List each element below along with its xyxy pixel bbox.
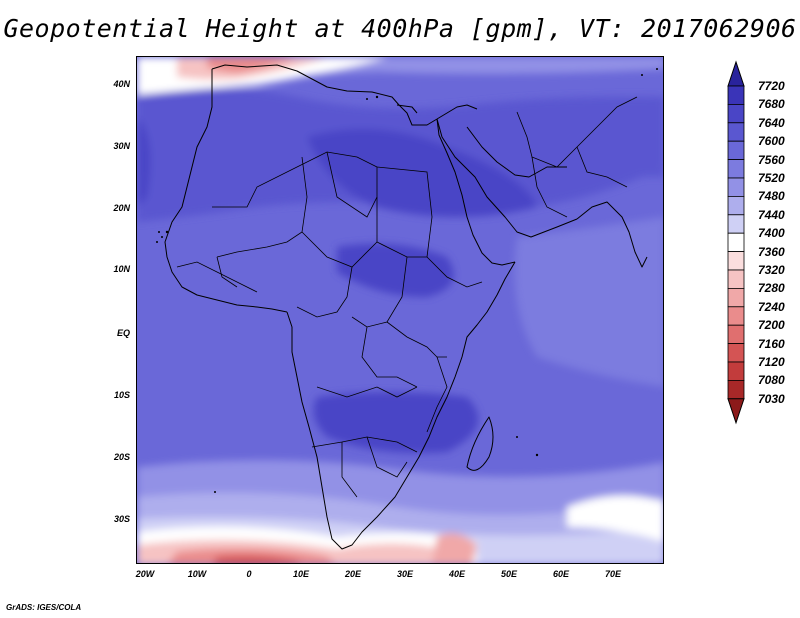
colorbar-swatch xyxy=(727,324,745,345)
colorbar-swatch xyxy=(727,195,745,216)
colorbar-label: 7440 xyxy=(758,207,785,222)
colorbar-label: 7160 xyxy=(758,336,785,351)
longitude-label: 70E xyxy=(604,569,621,579)
longitude-label: 60E xyxy=(552,569,569,579)
map-panel xyxy=(136,56,664,564)
longitude-label: 50E xyxy=(500,569,517,579)
colorbar-label: 7720 xyxy=(758,79,785,93)
grads-footer: GrADS: IGES/COLA xyxy=(6,603,82,612)
colorbar-swatch xyxy=(727,251,745,271)
map-canvas xyxy=(137,57,663,563)
latitude-label: 40N xyxy=(113,79,130,89)
colorbar-label: 7640 xyxy=(758,115,785,130)
colorbar-swatch xyxy=(727,379,745,400)
height-field xyxy=(137,57,663,563)
colorbar-top-arrow xyxy=(727,60,745,87)
colorbar-label: 7360 xyxy=(758,244,785,259)
colorbar-swatch xyxy=(727,214,745,234)
colorbar-swatch xyxy=(727,140,745,160)
colorbar-swatch xyxy=(727,104,745,124)
latitude-label: 30S xyxy=(113,514,130,524)
longitude-label: 40E xyxy=(448,569,465,579)
longitude-label: 0 xyxy=(246,569,252,579)
colorbar-swatch xyxy=(727,306,745,326)
colorbar-swatch xyxy=(727,361,745,381)
colorbar-label: 7400 xyxy=(758,226,785,241)
colorbar-swatch xyxy=(727,343,745,363)
longitude-label: 20E xyxy=(344,569,361,579)
longitude-label: 20W xyxy=(135,569,155,579)
colorbar-label: 7240 xyxy=(758,299,785,314)
latitude-label: 10N xyxy=(113,264,130,274)
colorbar-label: 7200 xyxy=(758,318,785,333)
latitude-label: 20S xyxy=(113,452,130,462)
longitude-label: 10E xyxy=(292,569,309,579)
colorbar-label: 7320 xyxy=(758,263,785,277)
colorbar-label: 7680 xyxy=(758,97,785,112)
colorbar-label: 7520 xyxy=(758,171,785,185)
colorbar-label: 7030 xyxy=(758,391,785,406)
latitude-label: 20N xyxy=(113,203,130,213)
colorbar-label: 7080 xyxy=(758,373,785,388)
colorbar-label: 7560 xyxy=(758,152,785,167)
colorbar-swatch xyxy=(727,159,745,179)
latitude-label: 10S xyxy=(113,390,130,400)
latitude-label: EQ xyxy=(116,328,130,338)
longitude-label: 30E xyxy=(396,569,413,579)
colorbar xyxy=(727,60,745,425)
longitude-label: 10W xyxy=(187,569,207,579)
colorbar-label: 7480 xyxy=(758,189,785,204)
islands xyxy=(156,68,658,493)
colorbar-swatch xyxy=(727,177,745,197)
colorbar-bottom-arrow xyxy=(727,398,745,425)
colorbar-swatch xyxy=(727,232,745,252)
colorbar-label: 7600 xyxy=(758,134,785,149)
colorbar-swatch xyxy=(727,287,745,308)
colorbar-swatch xyxy=(727,85,745,105)
colorbar-swatch xyxy=(727,269,745,289)
map-title: Geopotential Height at 400hPa [gpm], VT:… xyxy=(3,14,797,43)
coastlines xyxy=(164,64,648,550)
colorbar-swatch xyxy=(727,122,745,142)
colorbar-label: 7280 xyxy=(758,281,785,296)
latitude-label: 30N xyxy=(113,141,130,151)
colorbar-label: 7120 xyxy=(758,355,785,369)
country-borders xyxy=(176,96,638,498)
